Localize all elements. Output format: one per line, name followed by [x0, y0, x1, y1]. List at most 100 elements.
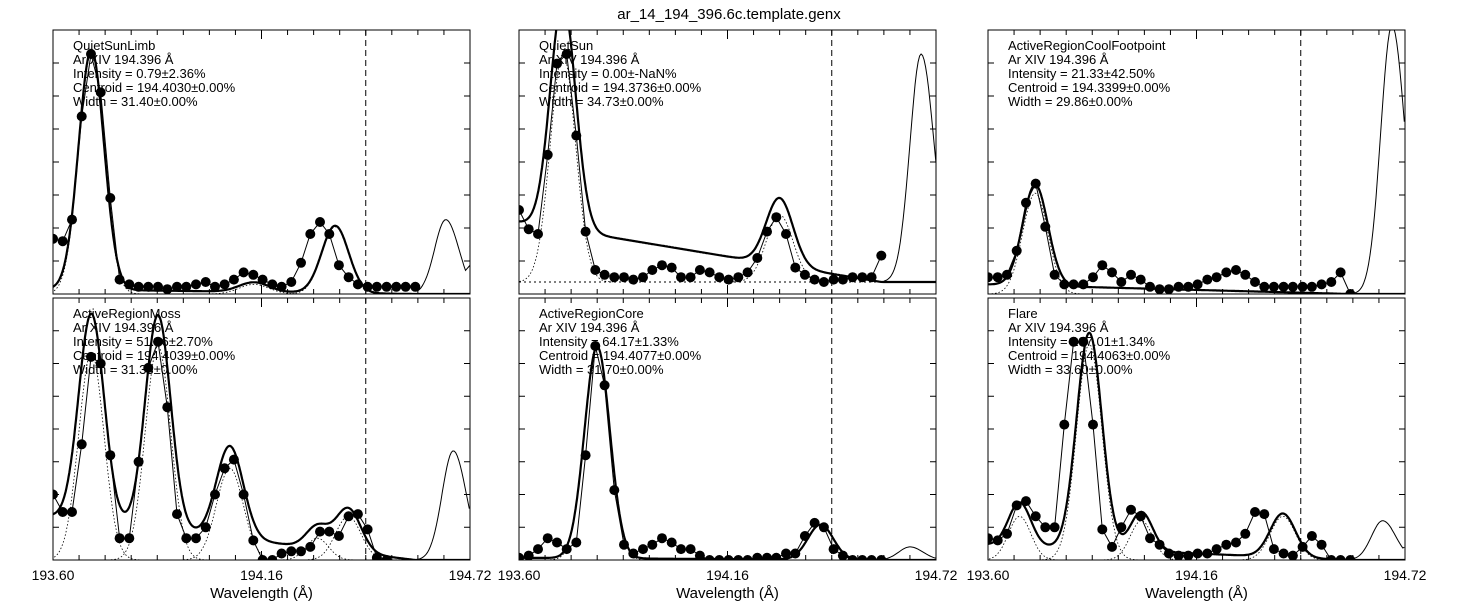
data-point [523, 550, 534, 560]
data-point [1021, 197, 1031, 208]
data-point [76, 111, 87, 122]
data-point [742, 555, 753, 560]
data-point [324, 229, 335, 239]
component-fit [107, 345, 208, 560]
data-point [181, 533, 192, 544]
plot-area [519, 298, 936, 560]
data-point [752, 253, 763, 263]
data-point [191, 533, 201, 544]
data-point [1088, 272, 1098, 283]
width-label: Width = 31.33±0.00% [73, 362, 198, 377]
x-tick-label: 194.16 [706, 567, 749, 583]
data-point [733, 272, 744, 283]
ion-label: Ar XIV 194.396 Å [73, 52, 174, 67]
data-point [67, 214, 77, 225]
x-tick-label: 193.60 [967, 567, 1010, 583]
data-point [1135, 511, 1146, 522]
data-point [228, 274, 239, 285]
data-point [1021, 496, 1031, 507]
data-point [857, 272, 868, 283]
data-point [143, 362, 154, 373]
data-point [210, 489, 220, 500]
centroid-label: Centroid = 194.3736±0.00% [539, 80, 702, 95]
data-points [988, 178, 1356, 294]
data-point [857, 555, 868, 560]
data-point [694, 265, 705, 275]
intensity-label: Intensity = 21.33±42.50% [1008, 66, 1155, 81]
data-point [1335, 267, 1346, 278]
data-point [403, 559, 408, 560]
data-point [704, 555, 715, 560]
data-point [519, 205, 524, 215]
x-tick-label: 193.60 [32, 567, 75, 583]
data-point [1306, 281, 1317, 292]
total-fit-curve [53, 48, 470, 294]
data-point [992, 535, 1003, 546]
data-point [1250, 507, 1260, 517]
data-point [133, 456, 144, 467]
data-point [609, 272, 620, 283]
data-point [1268, 544, 1279, 555]
data-point [781, 548, 791, 559]
data-point [818, 522, 829, 533]
data-point [1259, 509, 1270, 520]
width-label: Width = 29.86±0.00% [1008, 94, 1133, 109]
data-point [200, 522, 211, 533]
axis-ticks [987, 298, 1406, 560]
data-point [86, 49, 96, 59]
data-point [837, 274, 848, 285]
centroid-label: Centroid = 194.4039±0.00% [73, 348, 236, 363]
data-point [315, 217, 325, 227]
data-point [1240, 528, 1251, 539]
data-point [1154, 539, 1165, 550]
ion-label: Ar XIV 194.396 Å [1008, 320, 1109, 335]
data-point [580, 226, 591, 237]
neighbor-line [883, 546, 936, 560]
data-point [742, 267, 753, 278]
data-point [248, 269, 259, 280]
data-point [53, 233, 58, 244]
panel-name: ActiveRegionCoolFootpoint [1008, 38, 1166, 53]
component-fit [726, 214, 834, 283]
data-point [371, 281, 382, 292]
data-point [771, 212, 782, 223]
neighbor-line [883, 53, 936, 282]
data-point [1278, 548, 1289, 559]
data-point [676, 544, 686, 555]
data-point [1059, 279, 1070, 290]
data-point [542, 533, 553, 544]
data-points [519, 341, 887, 560]
data-point [248, 535, 259, 546]
data-point [333, 531, 344, 541]
data-point [1240, 269, 1251, 280]
data-point [599, 269, 610, 280]
data-point [1192, 279, 1203, 290]
data-point [988, 272, 993, 283]
data-point [1068, 336, 1079, 347]
data-point [1097, 524, 1108, 535]
data-point [676, 272, 686, 283]
ion-label: Ar XIV 194.396 Å [539, 52, 640, 67]
data-point [1097, 260, 1108, 271]
data-point [657, 260, 667, 271]
data-point [1002, 528, 1012, 539]
data-point [988, 533, 993, 544]
data-point [1345, 289, 1356, 294]
x-tick-label: 193.60 [498, 567, 541, 583]
data-point [733, 555, 744, 560]
data-point [685, 544, 696, 555]
data-point [1049, 522, 1060, 533]
data-point [781, 229, 791, 239]
data-point [95, 87, 106, 98]
data-point [362, 281, 373, 292]
data-point [1326, 555, 1337, 560]
data-point [876, 555, 887, 560]
data-point [257, 274, 268, 285]
data-point [219, 463, 230, 474]
data-point [1278, 281, 1289, 292]
x-tick-label: 194.16 [1175, 567, 1218, 583]
data-point [1173, 550, 1184, 560]
